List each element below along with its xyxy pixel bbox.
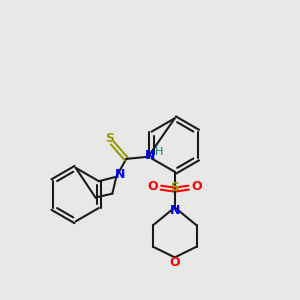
Text: O: O bbox=[148, 180, 158, 193]
Text: H: H bbox=[155, 147, 163, 157]
Text: O: O bbox=[191, 180, 202, 193]
Text: N: N bbox=[169, 204, 180, 217]
Text: S: S bbox=[105, 132, 114, 145]
Text: N: N bbox=[145, 149, 155, 162]
Text: N: N bbox=[115, 168, 125, 181]
Text: S: S bbox=[170, 181, 179, 194]
Text: O: O bbox=[169, 256, 180, 269]
